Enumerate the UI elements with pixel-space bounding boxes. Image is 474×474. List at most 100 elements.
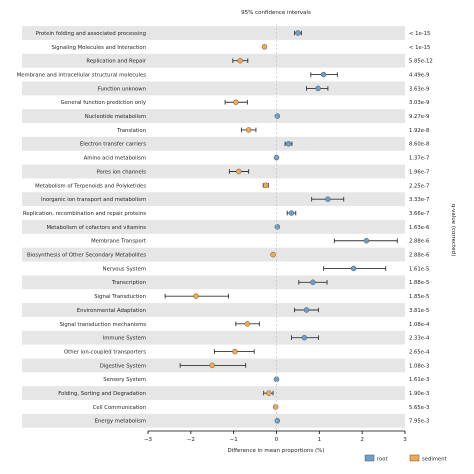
q-value-label: 1.37e-7 [409, 156, 429, 162]
category-label: Electron transfer carriers [80, 142, 146, 148]
row-stripe [22, 413, 405, 428]
q-value-label: 3.63e-9 [409, 86, 429, 92]
q-value-label: 3.66e-7 [409, 211, 429, 217]
x-tick-label: 2 [360, 437, 364, 443]
category-label: Digestive System [100, 363, 146, 369]
category-label: Replication, recombination and repair pr… [23, 211, 146, 217]
category-label: Signaling Molecules and Interaction [51, 45, 146, 51]
data-point [274, 113, 281, 119]
data-point [209, 362, 215, 369]
row-stripe [22, 136, 405, 151]
row-stripes [22, 26, 405, 428]
row-stripe [22, 164, 405, 179]
q-value-label: 1.88e-5 [409, 280, 429, 286]
q-value-label: 8.60e-8 [409, 142, 430, 148]
x-tick-label: 3 [403, 437, 407, 443]
category-label: Replication and Repair [86, 59, 146, 65]
category-rows: Protein folding and associated processin… [17, 30, 433, 425]
row-stripe [22, 192, 405, 207]
data-point [193, 293, 199, 299]
category-label: Sensory System [103, 377, 146, 383]
data-point [232, 348, 238, 355]
y-axis-title-right: q-value (corrected) [450, 204, 456, 257]
data-point [270, 251, 276, 258]
category-label: Membrane and intracellular structural mo… [17, 72, 147, 78]
data-point [301, 334, 308, 341]
category-label: Metabolism of Terpenoids and Polyketides [35, 183, 146, 189]
category-label: Pores ion channels [97, 169, 147, 175]
data-point [303, 307, 310, 313]
category-label: Other ion-coupled transporters [64, 349, 146, 355]
q-value-label: 1.92e-8 [409, 128, 430, 134]
legend-swatch [364, 454, 375, 462]
q-value-label: 4.49e-9 [409, 72, 429, 78]
data-point [266, 390, 272, 396]
category-label: Transcription [111, 280, 146, 286]
q-value-label: 9.27e-9 [409, 114, 429, 120]
legend-swatch [409, 454, 420, 462]
category-label: Nucleotide metabolism [85, 114, 146, 120]
q-value-label: 1.63e-6 [409, 225, 430, 231]
legend-label: sediment [422, 457, 447, 463]
data-point [237, 57, 243, 64]
category-label: Protein folding and associated processin… [36, 31, 146, 37]
data-point [350, 265, 357, 272]
data-point [325, 196, 331, 202]
data-point [261, 44, 268, 50]
category-label: Energy metabolism [95, 419, 146, 425]
category-label: Biosynthesis of Other Secondary Metaboli… [27, 253, 146, 259]
data-point [236, 168, 242, 175]
q-value-label: 1.96e-7 [409, 169, 429, 175]
x-tick-label: 1 [318, 437, 322, 443]
category-label: Metabolism of cofactors and vitamins [46, 225, 146, 231]
row-stripe [22, 303, 405, 317]
row-stripe [22, 81, 405, 96]
q-value-label: 1.85e-5 [409, 294, 429, 300]
q-value-label: 2.25e-7 [409, 183, 429, 189]
q-value-label: 5.65e-3 [409, 405, 429, 411]
category-label: Cell Communication [93, 405, 146, 411]
row-stripe [22, 26, 405, 40]
q-value-label: 2.88e-6 [409, 253, 430, 259]
category-label: Amino acid metabolism [84, 156, 146, 162]
q-value-label: 2.33e-4 [409, 336, 430, 342]
category-label: General function prediction only [61, 100, 146, 106]
x-tick-label: −2 [187, 437, 195, 443]
q-value-label: 3.81e-5 [409, 308, 429, 314]
q-value-label: 7.95e-3 [409, 419, 429, 425]
row-stripe [22, 247, 405, 262]
x-axis: −3 −2 −1 0 1 2 3 [144, 24, 407, 443]
q-value-label: 5.85e-12 [409, 59, 433, 65]
row-stripe [22, 275, 405, 290]
row-stripe [22, 386, 405, 401]
q-value-label: < 1e-15 [409, 31, 430, 37]
x-tick-label: 0 [275, 437, 279, 443]
row-stripe [22, 109, 405, 124]
q-value-label: 2.88e-6 [409, 239, 430, 245]
legend-label: root [377, 457, 388, 463]
category-label: Folding, Sorting and Degradation [58, 391, 146, 397]
category-label: Translation [116, 128, 146, 134]
category-label: Immune System [103, 336, 146, 342]
category-label: Function unknown [98, 86, 146, 92]
data-point [245, 127, 252, 133]
q-value-label: 1.61e-5 [409, 266, 429, 272]
row-stripe [22, 330, 405, 345]
row-stripe [22, 219, 405, 234]
data-point [244, 321, 251, 327]
data-point [320, 71, 327, 78]
data-point [285, 141, 292, 147]
row-stripe [22, 53, 405, 68]
q-value-label: 3.33e-7 [409, 197, 429, 203]
x-axis-title: Difference in mean proportions (%) [228, 448, 325, 454]
data-point [295, 30, 301, 36]
q-value-label: 2.65e-4 [409, 349, 430, 355]
data-point [272, 404, 279, 410]
x-tick-label: −3 [144, 437, 153, 443]
category-label: Signal Transduction [94, 294, 146, 300]
x-tick-label: −1 [230, 437, 238, 443]
data-point [263, 182, 269, 189]
chart-title: 95% confidence intervals [241, 10, 311, 16]
data-point [288, 210, 295, 216]
data-point [310, 279, 316, 286]
